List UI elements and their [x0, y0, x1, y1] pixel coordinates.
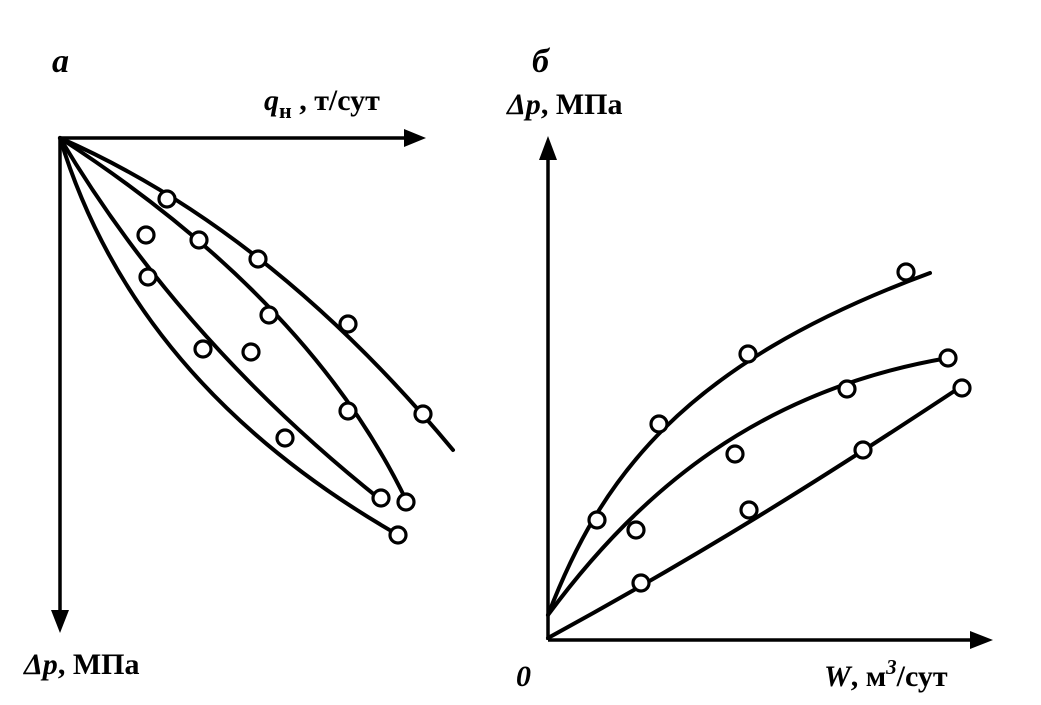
panel-a-point: [248, 249, 268, 269]
panel-b-y-symbol: Δp: [506, 88, 541, 121]
panel-a-point: [259, 305, 279, 325]
panel-b-label: б: [532, 43, 551, 80]
panel-a-y-unit: , МПа: [58, 648, 140, 681]
panel-a-point: [157, 189, 177, 209]
panel-b-curve-2: [546, 356, 950, 617]
panel-a-point: [338, 314, 358, 334]
panel-a-point: [189, 230, 209, 250]
panel-b-point: [853, 440, 873, 460]
panel-a-x-unit: , т/сут: [292, 84, 380, 117]
panel-a-point: [138, 267, 158, 287]
panel-a-x-symbol: q: [264, 84, 279, 117]
panel-b-point: [626, 520, 646, 540]
panel-b-point: [739, 500, 759, 520]
panel-b-y-axis-arrowhead: [539, 136, 557, 160]
panel-a-x-axis-arrowhead: [404, 129, 426, 147]
panel-a-x-subscript: н: [279, 98, 292, 123]
panel-b-curve-3: [546, 384, 964, 640]
panel-a-point: [338, 401, 358, 421]
panel-a-point: [193, 339, 213, 359]
panel-b-y-axis-label: Δp, МПа: [506, 88, 622, 121]
panel-b-point: [837, 379, 857, 399]
panel-b-point: [952, 378, 972, 398]
panel-a-point: [136, 225, 156, 245]
panel-a-y-axis-label: Δp, МПа: [23, 648, 139, 681]
panel-a-point: [396, 492, 416, 512]
panel-a-point: [241, 342, 261, 362]
panel-a-y-symbol: Δp: [23, 648, 58, 681]
panel-a: а qн , т/сут Δp, МПа: [23, 43, 455, 681]
panel-b: б Δp, МПа 0 W, м3/сут: [506, 43, 993, 693]
panel-b-point: [938, 348, 958, 368]
panel-b-x-unit: , м: [851, 660, 886, 693]
panel-b-x-superscript: 3: [885, 655, 897, 679]
panel-a-curve-4: [58, 136, 402, 538]
panel-a-point: [275, 428, 295, 448]
panel-b-x-axis-label: W, м3/сут: [824, 655, 948, 693]
panel-a-curve-3: [58, 136, 383, 502]
panel-b-origin-label: 0: [516, 660, 531, 693]
panel-b-point: [631, 573, 651, 593]
panel-a-point: [413, 404, 433, 424]
panel-b-x-axis-arrowhead: [970, 631, 993, 649]
panel-b-x-symbol: W: [824, 660, 853, 693]
panel-b-point: [896, 262, 916, 282]
panel-a-x-axis-label: qн , т/сут: [264, 84, 380, 123]
panel-b-x-unit-tail: /сут: [896, 660, 948, 693]
panel-b-point: [725, 444, 745, 464]
panel-a-point: [371, 488, 391, 508]
panel-a-label: а: [52, 43, 69, 80]
panel-b-point: [738, 344, 758, 364]
panel-a-point: [388, 525, 408, 545]
panel-b-point: [587, 510, 607, 530]
panel-a-y-axis-arrowhead: [51, 610, 69, 633]
panel-b-y-unit: , МПа: [541, 88, 623, 121]
panel-b-point: [649, 414, 669, 434]
